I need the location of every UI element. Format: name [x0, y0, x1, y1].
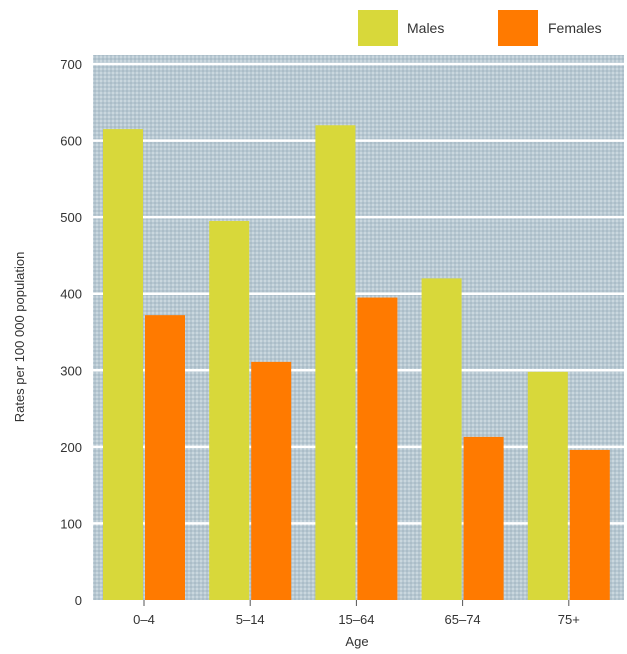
x-axis-ticks: 0–4 5–14 15–64 65–74 75+	[133, 600, 580, 627]
bar-females-1	[251, 361, 292, 600]
y-tick-label: 100	[60, 516, 82, 531]
bar-females-3	[463, 436, 504, 600]
x-tick-label: 0–4	[133, 612, 155, 627]
bars	[103, 125, 610, 601]
y-tick-label: 400	[60, 287, 82, 302]
y-axis-title: Rates per 100 000 population	[12, 252, 27, 423]
bar-males-4	[527, 371, 568, 600]
legend-swatch-females	[498, 10, 538, 46]
legend-label-males: Males	[407, 20, 444, 36]
bar-females-2	[357, 297, 398, 600]
bar-females-4	[569, 449, 610, 600]
bar-females-0	[145, 315, 185, 600]
y-tick-label: 200	[60, 440, 82, 455]
x-tick-label: 5–14	[236, 612, 265, 627]
legend-swatch-males	[358, 10, 398, 46]
y-tick-label: 0	[75, 593, 82, 608]
bar-males-2	[315, 125, 356, 600]
bar-males-3	[421, 278, 462, 600]
y-tick-label: 600	[60, 134, 82, 149]
x-tick-label: 75+	[558, 612, 580, 627]
y-tick-label: 700	[60, 57, 82, 72]
x-tick-label: 65–74	[445, 612, 481, 627]
legend: Males Females	[358, 10, 602, 46]
y-tick-label: 500	[60, 210, 82, 225]
bar-males-0	[103, 129, 143, 601]
bar-males-1	[209, 220, 250, 600]
y-tick-label: 300	[60, 363, 82, 378]
y-axis-ticks: 0 100 200 300 400 500 600 700	[60, 57, 82, 608]
legend-label-females: Females	[548, 20, 602, 36]
x-tick-label: 15–64	[338, 612, 374, 627]
x-axis-title: Age	[345, 634, 368, 649]
